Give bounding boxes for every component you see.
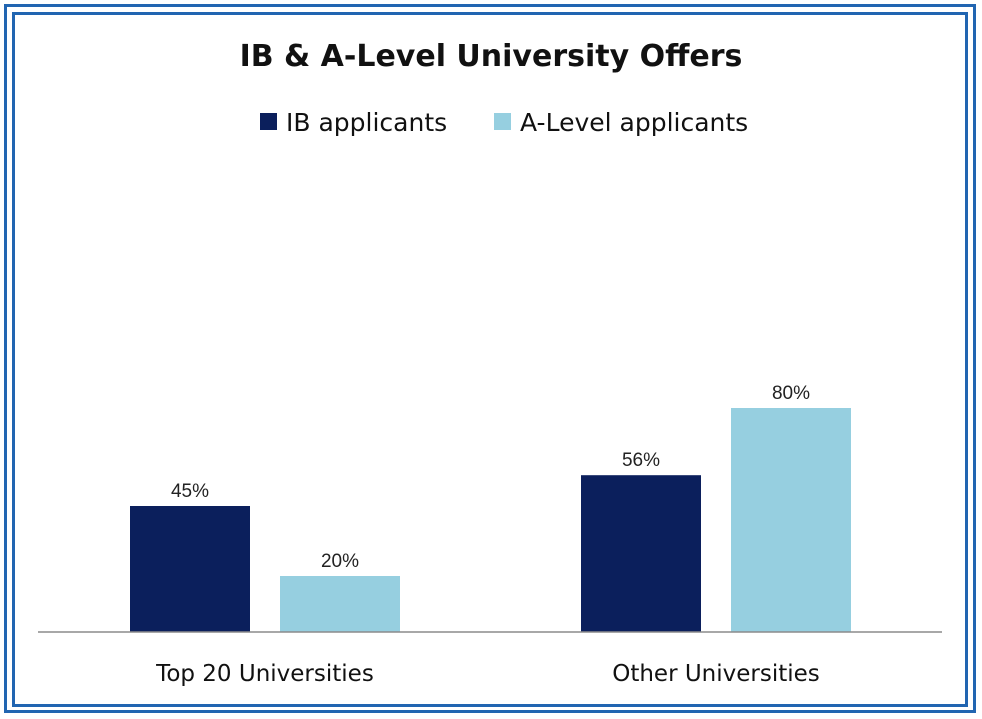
value-labels-layer: 45% 20% 56% 80% (171, 383, 810, 572)
data-label-ib-other: 56% (622, 450, 660, 471)
category-labels-layer: Top 20 Universities Other Universities (155, 661, 820, 687)
bar-alevel-top20 (280, 576, 400, 632)
bar-ib-other (581, 475, 701, 632)
legend-label-alevel: A-Level applicants (520, 108, 748, 137)
data-label-alevel-other: 80% (772, 383, 810, 404)
bar-alevel-other (731, 408, 851, 632)
category-label-other: Other Universities (612, 661, 820, 687)
category-label-top20: Top 20 Universities (155, 661, 374, 687)
bar-ib-top20 (130, 506, 250, 632)
legend-swatch-alevel (494, 113, 511, 130)
data-label-alevel-top20: 20% (321, 551, 359, 572)
data-label-ib-top20: 45% (171, 481, 209, 502)
legend-label-ib: IB applicants (286, 108, 447, 137)
legend: IB applicants A-Level applicants (260, 108, 748, 137)
legend-swatch-ib (260, 113, 277, 130)
bars-layer (130, 408, 851, 632)
chart-title: IB & A-Level University Offers (240, 39, 743, 74)
